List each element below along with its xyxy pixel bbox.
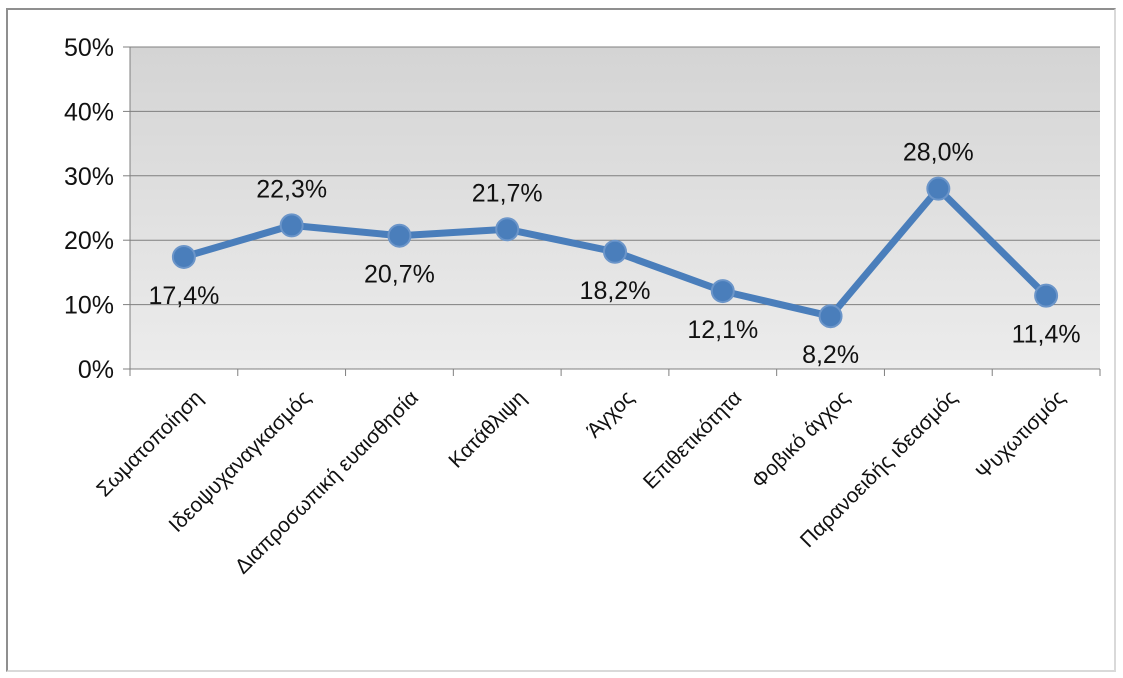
data-labels: 17,4% 22,3% 20,7% 21,7% 18,2% 12,1% 8,2% 28,0% 1… [148,139,1080,370]
data-point [1034,283,1059,308]
data-label: 20,7% [364,261,435,289]
x-tick-label: Φοβικό άγχος [747,386,854,493]
data-point [603,239,627,264]
data-label: 28,0% [903,139,974,167]
series-markers [171,176,1059,329]
data-point [710,279,735,304]
y-tick-label: 0% [78,356,114,384]
y-axis-tick-labels: 0% 10% 20% 30% 40% 50% [64,34,114,384]
data-label: 11,4% [1012,321,1081,349]
y-tick-label: 40% [64,98,114,126]
data-label: 21,7% [472,179,543,207]
x-axis-tick-labels: ΣωματοποίησηΙδεοψυχαναγκασμόςΔιαπροσωπικ… [92,386,1069,578]
data-point [387,223,412,248]
data-label: 22,3% [256,175,327,203]
axes [129,47,1101,376]
data-point [171,244,196,269]
x-tick-label: Επιθετικότητα [639,386,746,493]
y-tick-label: 10% [64,292,114,320]
x-tick-label: Ψυχωτισμός [972,386,1070,484]
gridlines [123,46,1100,370]
x-tick-label: Άγχος [582,386,638,442]
x-tick-label: Σωματοποίηση [92,386,207,501]
data-point [495,217,520,242]
x-tick-label: Διαπροσωπική ευαισθησία [231,386,423,578]
data-point [926,176,951,201]
data-label: 12,1% [687,316,758,344]
data-label: 18,2% [580,277,651,305]
data-label: 8,2% [802,341,859,369]
y-tick-label: 20% [64,227,114,255]
plot-area [130,47,1100,369]
x-tick-label: Κατάθλιψη [444,386,530,472]
data-point [818,304,843,329]
data-label: 17,4% [148,282,219,310]
y-tick-label: 50% [64,34,114,62]
y-tick-label: 30% [64,163,114,191]
data-point [279,213,304,238]
